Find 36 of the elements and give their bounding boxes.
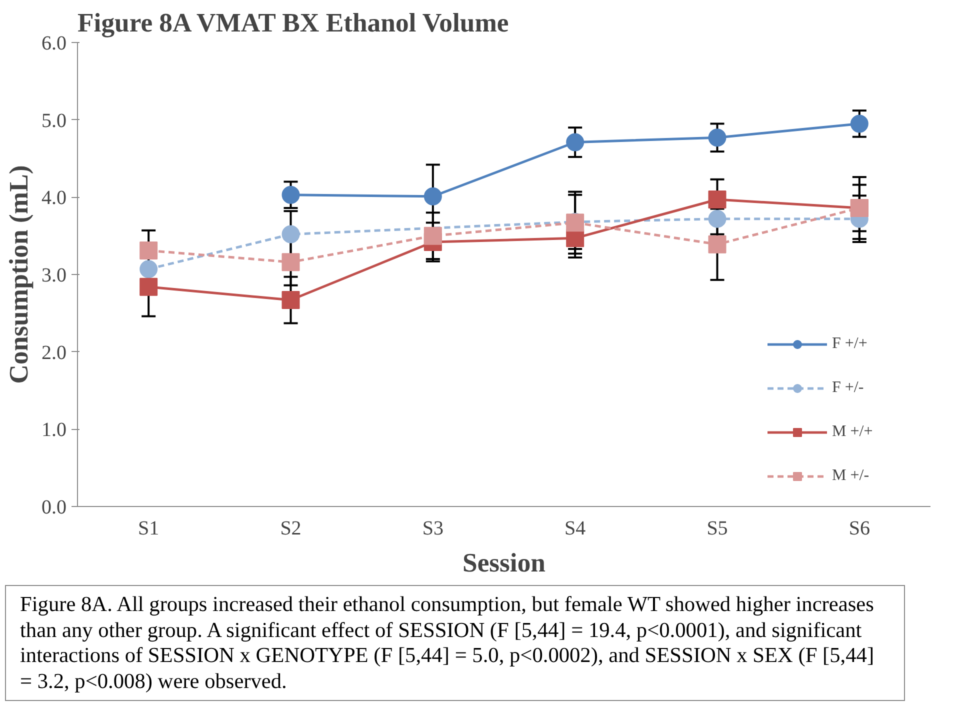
point — [140, 260, 158, 278]
point — [708, 128, 726, 147]
point — [140, 278, 158, 296]
point — [850, 114, 868, 133]
chart-title: Figure 8A VMAT BX Ethanol Volume — [78, 8, 509, 38]
legend-label: F +/+ — [832, 335, 868, 353]
y-tick-label: 0.0 — [42, 496, 66, 518]
point — [708, 190, 726, 208]
x-tick-label: S3 — [422, 518, 444, 540]
y-tick-label: 2.0 — [42, 342, 66, 364]
legend-label: M +/+ — [832, 423, 873, 441]
point — [282, 291, 300, 310]
y-tick-label: 5.0 — [42, 110, 66, 132]
y-tick-label: 6.0 — [42, 32, 66, 54]
point — [566, 133, 584, 152]
x-tick-label: S5 — [706, 518, 728, 540]
point — [708, 210, 726, 228]
y-axis-title: Consumption (mL) — [4, 165, 34, 384]
y-tick-label: 4.0 — [42, 187, 66, 210]
caption: Figure 8A. All groups increased their ethanol consumption, but female WT showed higher increases than any other group. A significant effect of SESSION (F [5,44] = 19.4, p<0.0001), and significant interactions of SESSION x GENOTYPE (F [5,44] = 5.0, p<0.0002), and SESSION x SEX (F [5,44] = 3.2, p<0.008) were observed. — [5, 585, 905, 702]
point — [424, 226, 442, 245]
x-tick-label: S1 — [138, 518, 160, 540]
legend-label: M +/- — [832, 467, 870, 485]
point — [282, 186, 300, 204]
x-axis-title: Session — [462, 548, 546, 578]
x-tick-label: S6 — [848, 518, 870, 540]
point — [282, 253, 300, 272]
x-tick-label: S4 — [564, 518, 586, 540]
y-tick-label: 1.0 — [42, 419, 66, 442]
point — [708, 235, 726, 254]
point — [282, 225, 300, 244]
legend-label: F +/- — [832, 379, 864, 397]
point — [140, 242, 158, 260]
y-tick-label: 3.0 — [42, 264, 66, 286]
point — [424, 187, 442, 206]
x-tick-label: S2 — [280, 518, 302, 540]
